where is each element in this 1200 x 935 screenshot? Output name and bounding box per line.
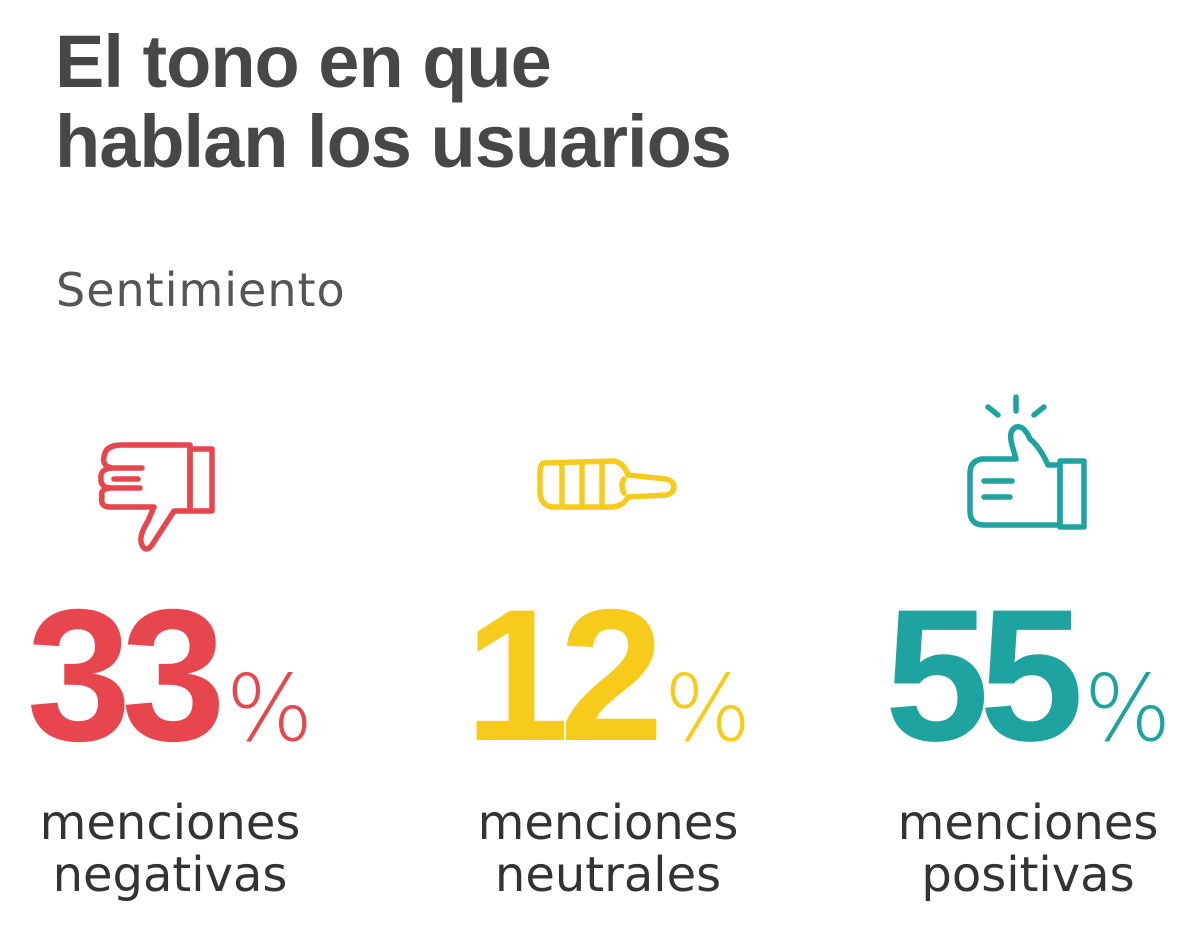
- percent-sign: %: [1083, 655, 1172, 762]
- thumbs-down-icon: [0, 385, 350, 565]
- thumbs-sideways-icon: [428, 385, 788, 565]
- value-display: 55%: [848, 581, 1200, 794]
- sentiment-positive: 55% menciones positivas: [848, 385, 1200, 925]
- percent-sign: %: [225, 655, 314, 762]
- value-display: 12%: [428, 581, 788, 794]
- sentiment-negative: 33% menciones negativas: [0, 385, 350, 925]
- label-line-2: neutrales: [494, 847, 722, 903]
- title-line-1: El tono en que: [55, 20, 552, 103]
- label-line-1: menciones: [477, 795, 739, 851]
- value-number: 55: [884, 570, 1084, 780]
- label-line-1: menciones: [897, 795, 1159, 851]
- value-label: menciones positivas: [848, 797, 1200, 901]
- subtitle: Sentimiento: [56, 263, 346, 317]
- label-line-1: menciones: [39, 795, 301, 851]
- value-label: menciones negativas: [0, 797, 350, 901]
- thumbs-up-icon: [848, 385, 1200, 565]
- value-display: 33%: [0, 581, 350, 794]
- label-line-2: negativas: [52, 847, 288, 903]
- sentiment-neutral: 12% menciones neutrales: [428, 385, 788, 925]
- value-number: 12: [464, 570, 664, 780]
- value-number: 33: [26, 570, 226, 780]
- page-title: El tono en que hablan los usuarios: [55, 22, 955, 182]
- label-line-2: positivas: [921, 847, 1135, 903]
- percent-sign: %: [663, 655, 752, 762]
- value-label: menciones neutrales: [428, 797, 788, 901]
- title-line-2: hablan los usuarios: [55, 100, 732, 183]
